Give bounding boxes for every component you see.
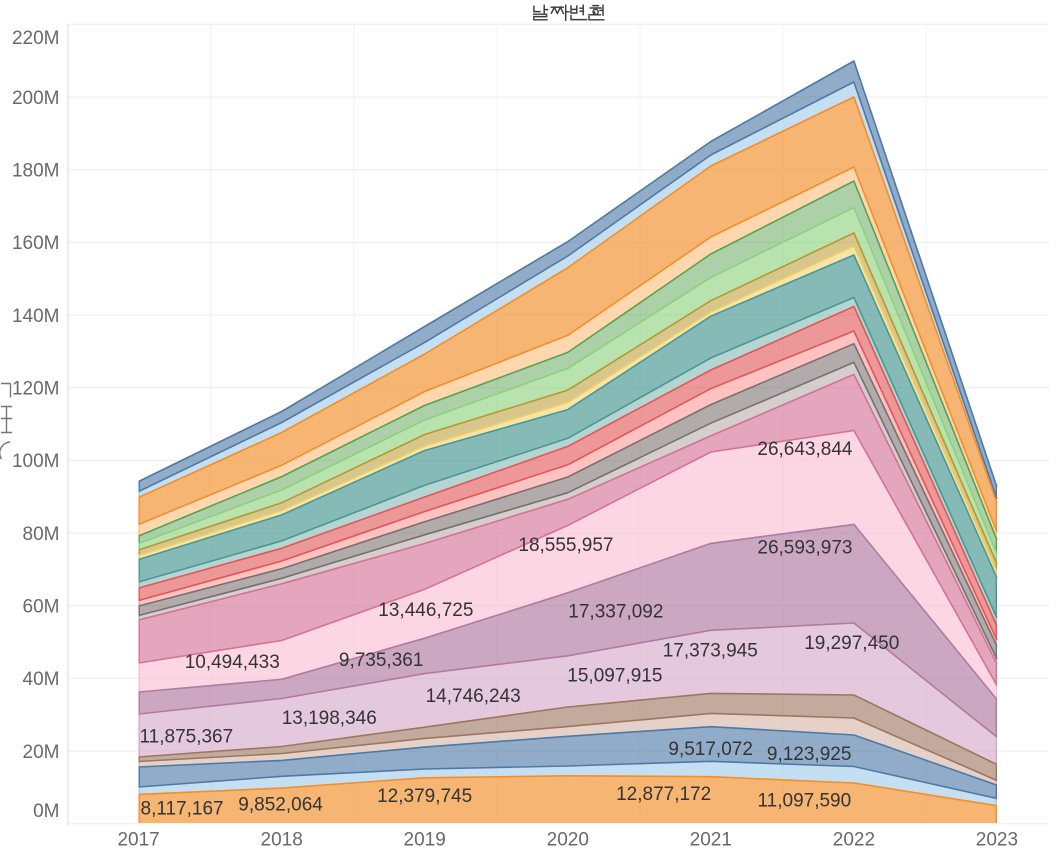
svg-text:2023: 2023 [976, 830, 1018, 851]
svg-text:9,735,361: 9,735,361 [339, 650, 424, 671]
svg-text:26,593,973: 26,593,973 [757, 537, 852, 558]
svg-text:14,746,243: 14,746,243 [426, 686, 521, 707]
svg-text:9,517,072: 9,517,072 [668, 739, 753, 760]
svg-text:200M: 200M [12, 88, 60, 109]
svg-text:17,373,945: 17,373,945 [663, 641, 758, 662]
svg-text:13,446,725: 13,446,725 [378, 600, 473, 621]
svg-text:140M: 140M [12, 306, 60, 327]
svg-text:2021: 2021 [690, 830, 732, 851]
svg-text:120M: 120M [12, 379, 60, 400]
svg-text:160M: 160M [12, 233, 60, 254]
svg-text:13,198,346: 13,198,346 [282, 708, 377, 729]
svg-text:220M: 220M [12, 28, 60, 49]
svg-text:2020: 2020 [547, 830, 589, 851]
svg-text:2022: 2022 [833, 830, 875, 851]
svg-text:17,337,092: 17,337,092 [568, 602, 663, 623]
svg-text:11,875,367: 11,875,367 [140, 726, 234, 747]
svg-text:26,643,844: 26,643,844 [757, 439, 853, 460]
svg-text:80M: 80M [23, 524, 60, 545]
svg-text:8,117,167: 8,117,167 [141, 798, 224, 819]
svg-text:2017: 2017 [117, 830, 159, 851]
svg-text:2018: 2018 [261, 830, 303, 851]
svg-text:12,379,745: 12,379,745 [377, 786, 472, 807]
svg-text:19,297,450: 19,297,450 [804, 633, 899, 654]
svg-text:0M: 0M [33, 801, 59, 822]
svg-text:12,877,172: 12,877,172 [616, 784, 711, 805]
svg-text:100M: 100M [12, 451, 60, 472]
svg-text:9,123,925: 9,123,925 [767, 744, 852, 765]
svg-text:11,097,590: 11,097,590 [758, 791, 852, 812]
svg-text:15,097,915: 15,097,915 [567, 665, 662, 686]
svg-text:18,555,957: 18,555,957 [518, 535, 613, 556]
svg-text:20M: 20M [23, 742, 60, 763]
svg-text:10,494,433: 10,494,433 [185, 652, 280, 673]
svg-text:2019: 2019 [404, 830, 446, 851]
svg-text:9,852,064: 9,852,064 [238, 794, 323, 815]
svg-text:40M: 40M [23, 669, 60, 690]
svg-text:60M: 60M [23, 597, 60, 618]
svg-text:180M: 180M [12, 161, 60, 182]
